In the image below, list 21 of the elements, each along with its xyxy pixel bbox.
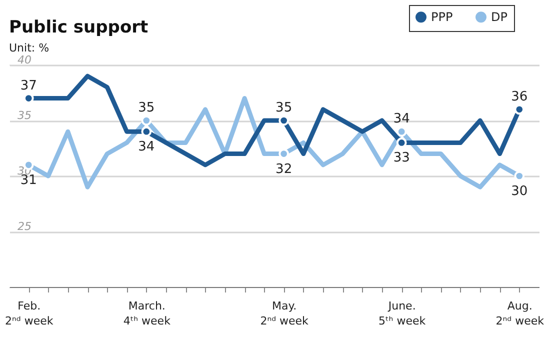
y-tick-label: 40 [18,54,32,66]
x-tick-label: Aug. 2ⁿᵈ week [496,300,545,328]
x-tick-label: May. 2ⁿᵈ week [260,300,310,328]
chart-title: Public support [9,18,148,38]
x-tick-label: Feb. 2ⁿᵈ week [5,300,54,328]
data-label: 34 [393,112,410,127]
x-tick-label: March. 4ᵗʰ week [123,300,172,328]
data-label: 34 [138,140,155,155]
data-label: 36 [511,89,528,104]
data-label: 33 [393,150,410,166]
data-label: 35 [138,100,155,116]
data-label: 35 [276,100,292,116]
data-label: 37 [20,78,37,94]
chart-subtitle: Unit: % [9,42,50,54]
x-tick-label: June. 5ᵗʰ week [378,300,426,328]
legend-label: PPP [431,10,453,24]
data-label: 32 [276,162,292,177]
y-tick-label: 25 [18,220,32,233]
data-label: 30 [511,184,528,199]
legend-label: DP [491,10,508,24]
y-tick-label: 35 [18,109,32,122]
